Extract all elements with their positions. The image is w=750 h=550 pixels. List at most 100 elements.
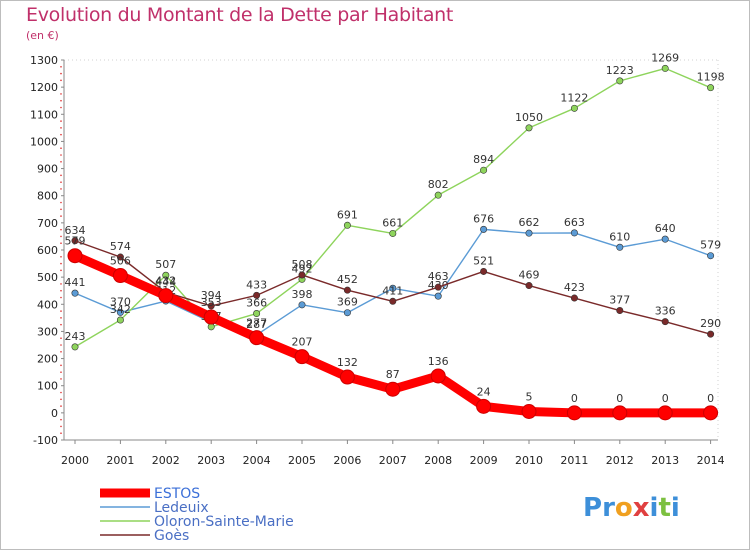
data-label: 1050 (515, 111, 543, 124)
y-tick-label: 1200 (30, 81, 58, 94)
data-label: 342 (110, 303, 131, 316)
data-label: 369 (337, 296, 358, 309)
data-point (203, 309, 219, 325)
y-minor-tick (60, 255, 62, 258)
data-point (616, 77, 624, 85)
proxiti-logo: Proxiti (583, 493, 680, 523)
data-label: 463 (428, 270, 449, 283)
data-label: 136 (428, 355, 449, 368)
data-point (298, 301, 306, 309)
y-minor-tick (60, 378, 62, 380)
data-label: 579 (700, 239, 721, 252)
data-point (570, 294, 578, 302)
y-minor-tick (60, 106, 62, 109)
data-label: 290 (700, 317, 721, 330)
data-point (525, 124, 533, 132)
chart-subtitle: (en €) (26, 29, 59, 42)
y-minor-tick (60, 72, 62, 75)
x-tick-label: 2011 (560, 454, 588, 467)
data-point (566, 405, 582, 421)
y-tick-label: 1300 (30, 54, 58, 67)
x-tick-label: 2005 (288, 454, 316, 467)
chart-title: Evolution du Montant de la Dette par Hab… (26, 4, 454, 26)
data-label: 492 (292, 262, 313, 275)
legend-label: ESTOS (154, 486, 200, 502)
data-label: 277 (246, 317, 267, 330)
data-point (661, 64, 669, 72)
y-minor-tick (60, 208, 62, 211)
y-minor-tick (60, 174, 62, 177)
data-label: 207 (292, 336, 313, 349)
data-label: 370 (110, 295, 131, 308)
data-label: 243 (65, 330, 86, 343)
x-tick-label: 2006 (333, 454, 361, 467)
data-label: 0 (707, 392, 714, 405)
y-minor-tick (60, 99, 62, 102)
data-label: 634 (65, 224, 86, 237)
data-point (612, 405, 628, 421)
data-label: 1223 (606, 64, 634, 77)
data-point (434, 191, 442, 199)
data-label: 5 (526, 391, 533, 404)
y-minor-tick (60, 317, 62, 319)
data-point (480, 267, 488, 275)
data-point (389, 284, 397, 292)
data-point (343, 286, 351, 294)
data-label: 452 (337, 273, 358, 286)
data-label: 506 (110, 255, 131, 268)
data-label: 579 (65, 235, 86, 248)
y-minor-tick (60, 133, 62, 136)
data-point (158, 288, 174, 304)
data-point (343, 309, 351, 317)
y-minor-tick (60, 242, 62, 245)
x-tick-label: 2009 (470, 454, 498, 467)
data-point (430, 368, 446, 384)
data-point (707, 252, 715, 260)
data-point (661, 318, 669, 326)
data-label: 663 (564, 216, 585, 229)
data-point (434, 283, 442, 291)
y-minor-tick (60, 160, 62, 163)
data-point (343, 221, 351, 229)
y-tick-label: 900 (37, 163, 58, 176)
data-point (385, 381, 401, 397)
data-point (162, 271, 170, 279)
data-point (112, 268, 128, 284)
y-minor-tick (60, 154, 62, 156)
y-tick-label: 1100 (30, 108, 58, 121)
data-point (294, 349, 310, 365)
y-minor-tick (60, 120, 62, 122)
data-label: 1198 (697, 71, 725, 84)
y-tick-label: 300 (37, 325, 58, 338)
data-label: 87 (386, 368, 400, 381)
data-point (71, 343, 79, 351)
x-tick-label: 2000 (61, 454, 89, 467)
y-minor-tick (60, 188, 62, 190)
y-tick-label: 1000 (30, 135, 58, 148)
x-tick-label: 2012 (606, 454, 634, 467)
data-point (480, 166, 488, 174)
data-label: 0 (616, 392, 623, 405)
y-minor-tick (60, 418, 62, 421)
data-point (657, 405, 673, 421)
data-point (707, 84, 715, 92)
y-minor-tick (60, 344, 62, 346)
y-minor-tick (60, 79, 62, 82)
data-label: 441 (65, 276, 86, 289)
y-minor-tick (60, 289, 62, 292)
y-minor-tick (60, 181, 62, 183)
data-point (570, 104, 578, 112)
data-label: 1269 (651, 51, 679, 64)
data-point (71, 289, 79, 297)
data-label: 132 (337, 356, 358, 369)
y-tick-label: 100 (37, 380, 58, 393)
x-tick-label: 2003 (197, 454, 225, 467)
y-tick-label: 200 (37, 353, 58, 366)
data-point (521, 404, 537, 419)
y-minor-tick (60, 432, 62, 435)
y-minor-tick (60, 262, 62, 265)
y-tick-label: 500 (37, 271, 58, 284)
y-minor-tick (60, 269, 62, 272)
data-label: 521 (473, 254, 494, 267)
